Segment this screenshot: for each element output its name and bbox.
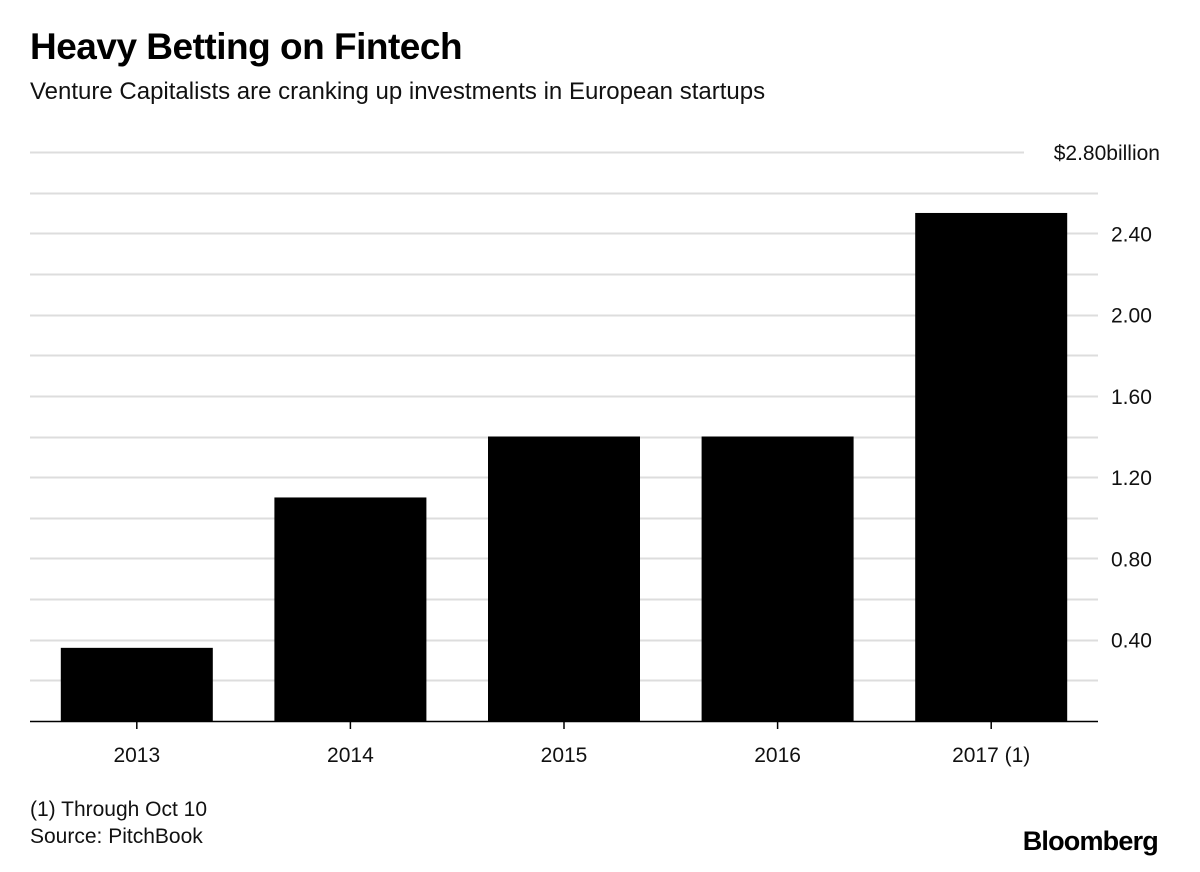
bar-2014 xyxy=(274,497,427,721)
chart-title: Heavy Betting on Fintech xyxy=(30,26,463,67)
x-tick-label: 2015 xyxy=(541,744,588,767)
bar-2015 xyxy=(488,436,640,721)
y-tick-label: 0.80 xyxy=(1111,548,1152,571)
y-axis-unit-label: $2.80billion xyxy=(1054,142,1160,165)
x-tick-label: 2016 xyxy=(754,744,801,767)
x-tick-label: 2017 (1) xyxy=(952,744,1030,767)
footnote: (1) Through Oct 10 xyxy=(30,798,208,821)
y-tick-label: 2.40 xyxy=(1111,223,1152,246)
source-note: Source: PitchBook xyxy=(30,825,203,848)
bar-2017-1 xyxy=(915,212,1068,721)
y-tick-label: 0.40 xyxy=(1111,630,1152,653)
chart-subtitle: Venture Capitalists are cranking up inve… xyxy=(30,78,766,105)
bar-2016 xyxy=(701,436,854,721)
y-tick-label: 1.20 xyxy=(1111,467,1152,490)
bar-2013 xyxy=(60,647,213,721)
y-tick-label: 1.60 xyxy=(1111,386,1152,409)
x-tick-label: 2013 xyxy=(113,744,160,767)
y-tick-label: 2.00 xyxy=(1111,305,1152,328)
x-tick-label: 2014 xyxy=(327,744,374,767)
bloomberg-logo: Bloomberg xyxy=(1022,826,1159,856)
